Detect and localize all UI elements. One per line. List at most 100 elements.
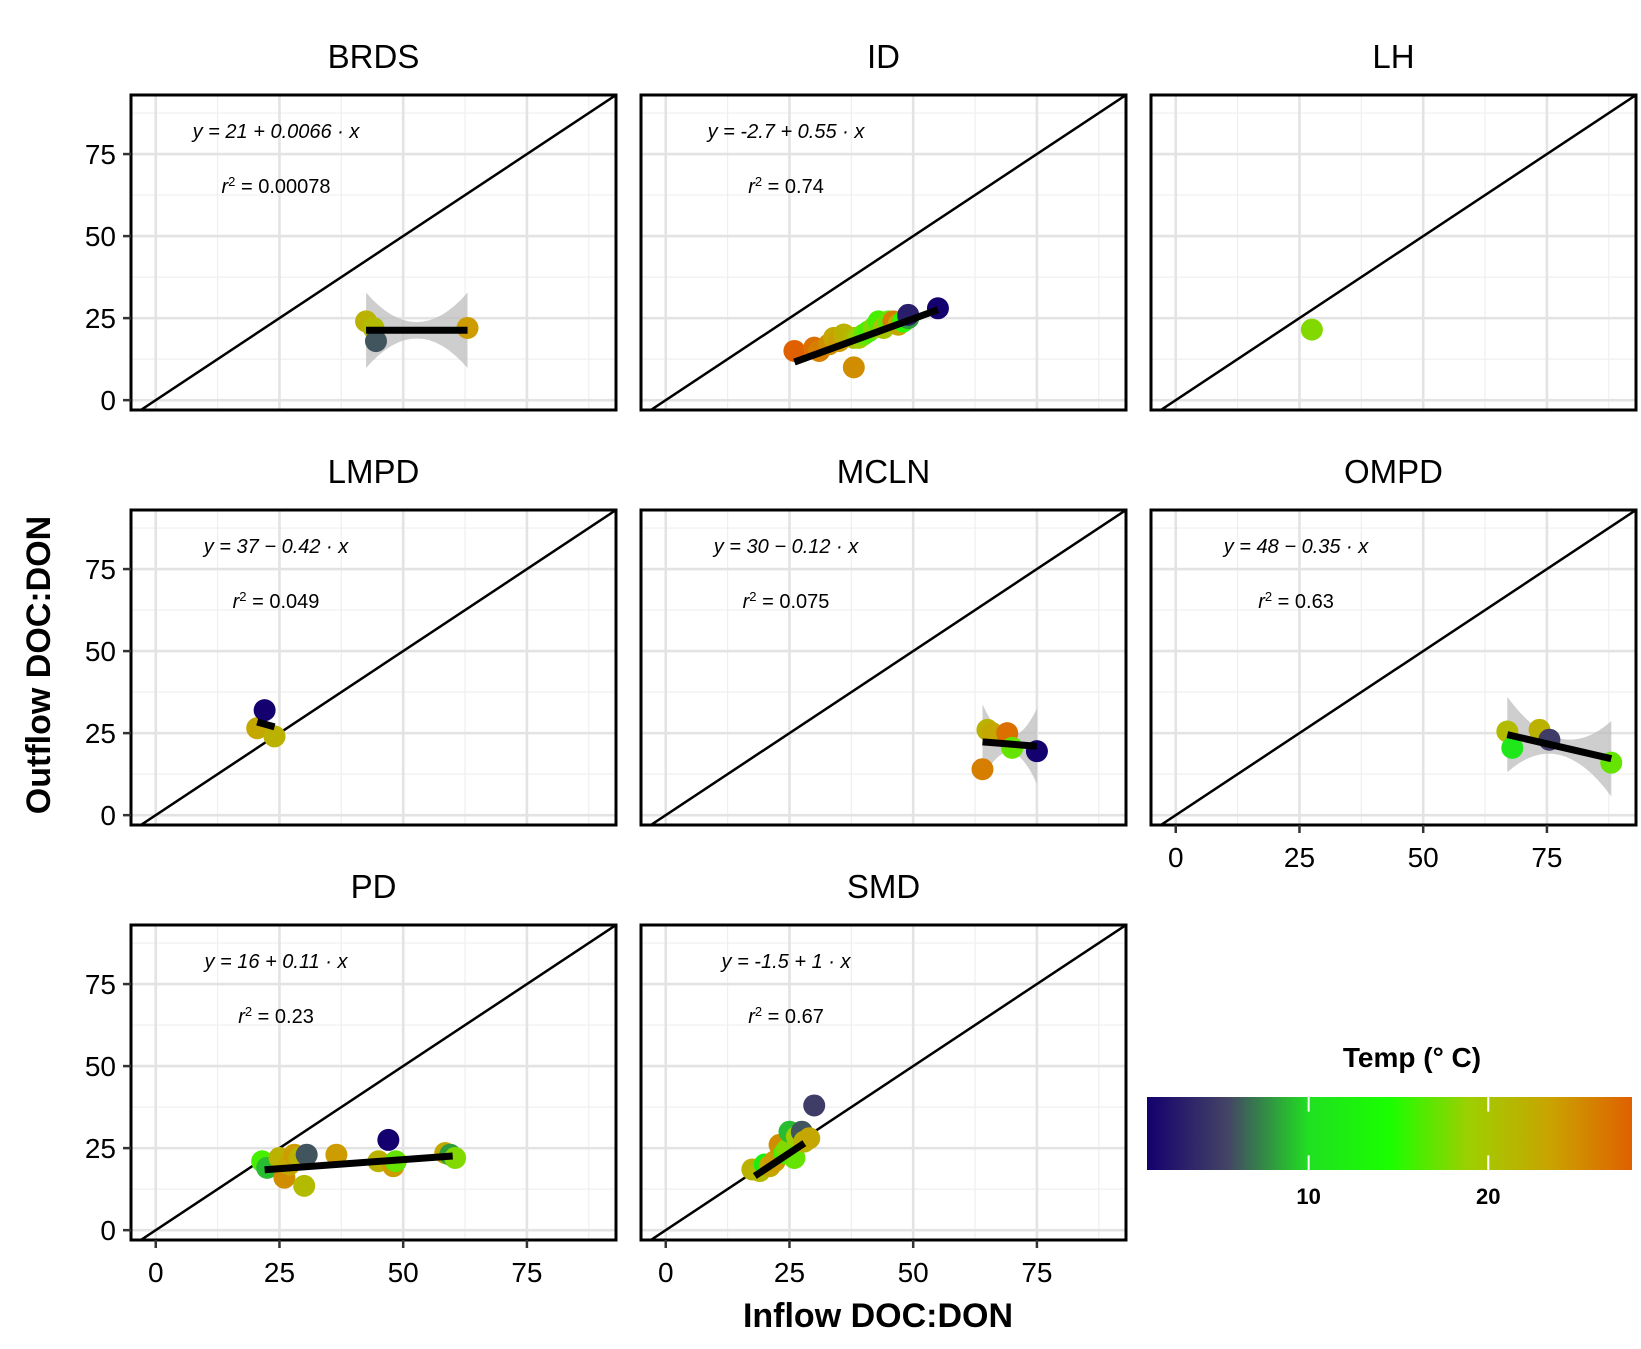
data-point [971, 758, 994, 781]
y-tick-label: 50 [85, 636, 116, 667]
one-to-one-line [648, 510, 1126, 825]
regression-line [1506, 731, 1613, 763]
one-to-one-line [648, 95, 1126, 410]
y-tick-label: 25 [85, 1133, 116, 1164]
y-tick-label: 75 [85, 969, 116, 1000]
data-point [325, 1143, 348, 1166]
regression-line [982, 738, 1038, 750]
x-tick-label: 25 [264, 1257, 295, 1288]
data-point [444, 1146, 467, 1169]
one-to-one-line [1158, 95, 1636, 410]
facet-title: SMD [847, 868, 920, 905]
panel-border [639, 923, 1128, 1242]
temperature-legend: Temp (° C) 10 20 [1147, 1042, 1632, 1209]
facet-panel-brds: BRDS y = 21 + 0.0066 · x r2 = 0.00078 0 25 50… [85, 38, 618, 416]
y-tick-label: 50 [85, 221, 116, 252]
r-squared-label: r2 = 0.075 [743, 589, 830, 614]
facet-panel-mcln: MCLN y = 30 − 0.12 · x r2 = 0.075 [639, 453, 1128, 827]
regression-equation: y = 21 + 0.0066 · x [191, 121, 361, 143]
y-tick-label: 25 [85, 718, 116, 749]
one-to-one-line [1158, 510, 1636, 825]
x-tick-label: 25 [1284, 842, 1315, 873]
plot-area [1151, 510, 1636, 825]
plot-area [641, 510, 1126, 825]
x-tick-label: 0 [1168, 842, 1184, 873]
plot-area [1151, 95, 1636, 410]
y-tick-label: 0 [100, 800, 116, 831]
x-tick-label: 75 [1531, 842, 1562, 873]
facet-title: LMPD [328, 453, 420, 490]
one-to-one-line [138, 925, 616, 1240]
plot-area [131, 95, 616, 410]
regression-line [264, 1152, 453, 1174]
legend-title: Temp (° C) [1343, 1042, 1481, 1073]
regression-equation: y = 37 − 0.42 · x [202, 536, 350, 558]
plot-area [641, 95, 1126, 410]
r-squared-label: r2 = 0.74 [748, 174, 824, 199]
y-tick-label: 0 [100, 1215, 116, 1246]
regression-equation: y = 16 + 0.11 · x [202, 951, 348, 973]
panel-border [129, 93, 618, 412]
x-tick-label: 75 [1021, 1257, 1052, 1288]
plot-area [641, 925, 1126, 1240]
r-squared-label: r2 = 0.23 [238, 1004, 314, 1029]
legend-colorbar [1147, 1097, 1632, 1170]
y-tick-label: 0 [100, 385, 116, 416]
panel-border [639, 93, 1128, 412]
facet-title: BRDS [328, 38, 420, 75]
legend-ticks: 10 20 [1296, 1097, 1501, 1209]
r-squared-label: r2 = 0.00078 [222, 174, 331, 199]
data-point [293, 1174, 316, 1197]
y-tick-label: 50 [85, 1051, 116, 1082]
data-point [1501, 736, 1524, 759]
regression-equation: y = -2.7 + 0.55 · x [706, 121, 866, 143]
data-point [377, 1128, 400, 1151]
y-tick-label: 25 [85, 303, 116, 334]
r-squared-label: r2 = 0.67 [748, 1004, 824, 1029]
legend-tick-label: 10 [1296, 1184, 1320, 1209]
panel-border [1149, 93, 1638, 412]
x-tick-label: 0 [148, 1257, 164, 1288]
facet-title: MCLN [837, 453, 931, 490]
regression-line [752, 1140, 807, 1179]
panel-border [129, 923, 618, 1242]
x-tick-label: 50 [388, 1257, 419, 1288]
regression-line [256, 718, 276, 731]
facet-panel-lmpd: LMPD y = 37 − 0.42 · x r2 = 0.049 0 25 50 75 [85, 453, 618, 831]
facet-title: OMPD [1344, 453, 1443, 490]
data-point [263, 725, 286, 748]
legend-tick-label: 20 [1476, 1184, 1500, 1209]
x-axis-title: Inflow DOC:DON [743, 1297, 1013, 1335]
x-tick-label: 25 [774, 1257, 805, 1288]
facet-title: ID [867, 38, 900, 75]
y-tick-label: 75 [85, 139, 116, 170]
y-axis-title: Outflow DOC:DON [20, 516, 58, 814]
data-point [295, 1143, 318, 1166]
x-tick-label: 50 [1408, 842, 1439, 873]
data-point [842, 356, 865, 379]
plot-area [131, 925, 616, 1240]
facet-panel-ompd: OMPD y = 48 − 0.35 · x r2 = 0.63 0 25 50 75 [1149, 453, 1638, 873]
x-tick-label: 75 [511, 1257, 542, 1288]
facet-title: LH [1372, 38, 1414, 75]
one-to-one-line [138, 95, 616, 410]
data-point [1300, 318, 1323, 341]
panel-border [129, 508, 618, 827]
y-tick-label: 75 [85, 554, 116, 585]
facet-panel-lh: LH [1149, 38, 1638, 412]
facet-panels: BRDS y = 21 + 0.0066 · x r2 = 0.00078 0 25 50… [85, 38, 1638, 1288]
data-point [364, 330, 387, 353]
facet-panel-id: ID y = -2.7 + 0.55 · x r2 = 0.74 [639, 38, 1128, 412]
r-squared-label: r2 = 0.049 [233, 589, 320, 614]
facet-panel-pd: PD y = 16 + 0.11 · x r2 = 0.23 0 25 50 75 0 25 50… [85, 868, 618, 1288]
panel-border [1149, 508, 1638, 827]
facet-title: PD [351, 868, 397, 905]
panel-border [639, 508, 1128, 827]
one-to-one-line [138, 510, 616, 825]
x-tick-label: 50 [898, 1257, 929, 1288]
regression-equation: y = -1.5 + 1 · x [720, 951, 852, 973]
data-point [253, 699, 276, 722]
regression-equation: y = 30 − 0.12 · x [712, 536, 860, 558]
regression-equation: y = 48 − 0.35 · x [1222, 536, 1370, 558]
